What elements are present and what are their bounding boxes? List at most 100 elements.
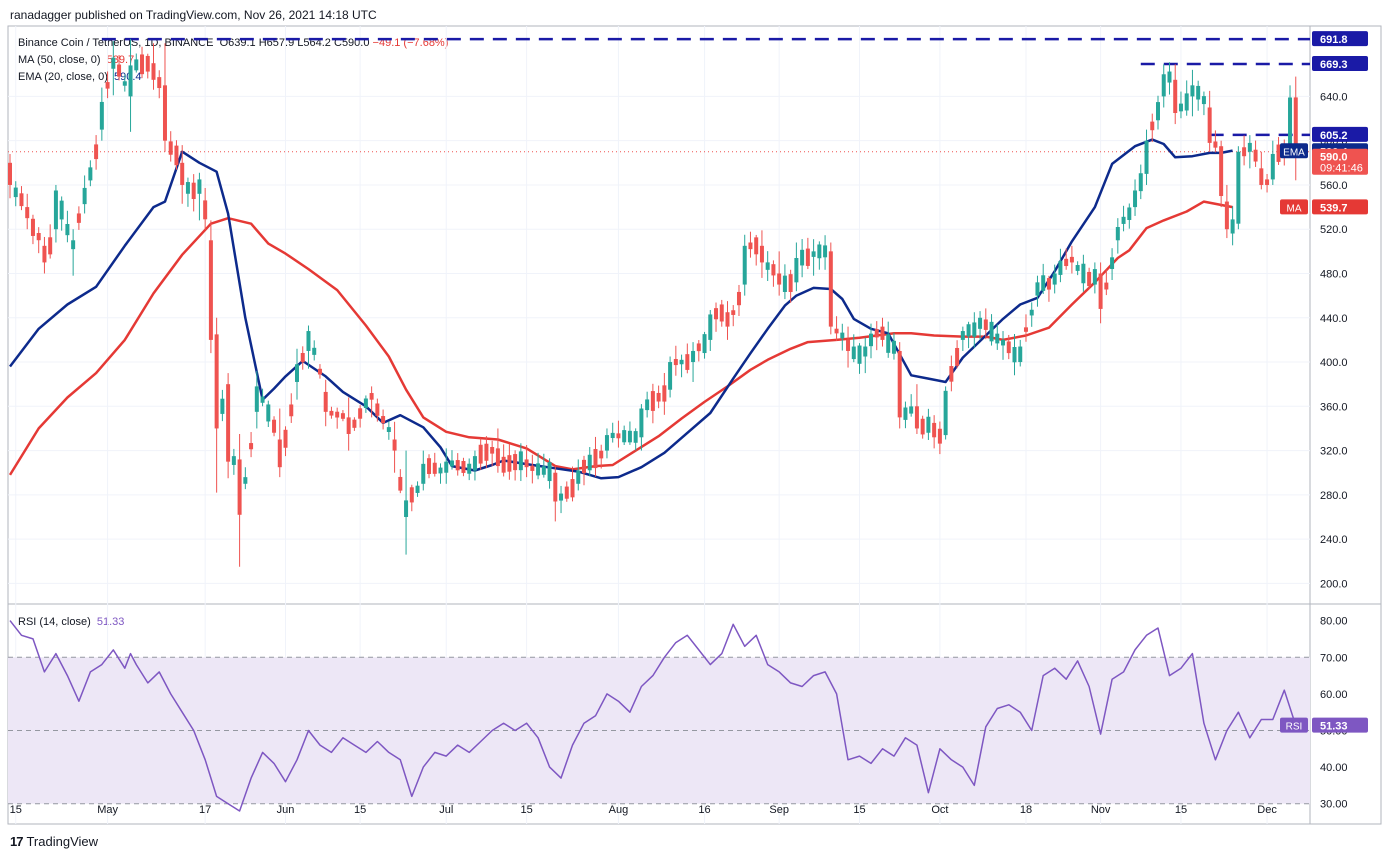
candle-body <box>65 224 70 236</box>
price-tick-label: 560.0 <box>1320 180 1348 192</box>
candle-body <box>94 144 99 160</box>
candle <box>162 43 167 152</box>
candle <box>604 428 609 459</box>
candle-body <box>1023 327 1028 332</box>
candle-body <box>576 470 581 484</box>
rsi-tick-label: 40.00 <box>1320 762 1348 774</box>
candle-body <box>1242 147 1247 157</box>
candle <box>117 55 122 81</box>
candle-body <box>1121 216 1126 224</box>
candle-body <box>955 347 960 366</box>
ema-legend[interactable]: EMA (20, close, 0) 590.4 <box>18 71 142 83</box>
candle-body <box>122 81 127 86</box>
candle-body <box>949 366 954 382</box>
candle <box>501 444 506 477</box>
candle <box>731 305 736 327</box>
candle <box>1224 184 1229 239</box>
candle <box>1270 140 1275 185</box>
candle-body <box>616 433 621 439</box>
candle <box>1190 69 1195 117</box>
series-tag-text: MA <box>1287 203 1302 214</box>
tradingview-logo[interactable]: 17 TradingView <box>10 834 98 849</box>
candle <box>317 364 322 379</box>
candle-body <box>82 187 87 205</box>
candle-body <box>874 329 879 338</box>
x-tick-label: Nov <box>1091 804 1111 816</box>
candle <box>1230 206 1235 246</box>
candle <box>48 224 53 259</box>
candle <box>289 393 294 423</box>
candle <box>490 440 495 467</box>
x-tick-label: 15 <box>1175 804 1187 816</box>
candle <box>455 453 460 476</box>
candle <box>1173 64 1178 125</box>
candle-body <box>903 407 908 420</box>
candle-body <box>162 85 167 141</box>
candle <box>340 410 345 422</box>
candle-body <box>823 245 828 258</box>
candle <box>105 71 110 99</box>
candle-body <box>1110 257 1115 270</box>
candle-body <box>702 334 707 354</box>
candle <box>559 485 564 514</box>
price-tick-label: 360.0 <box>1320 401 1348 413</box>
rsi-tick-label: 80.00 <box>1320 616 1348 628</box>
candle <box>203 188 208 231</box>
candle-body <box>869 333 873 347</box>
candle-body <box>599 450 604 459</box>
candle <box>857 343 862 374</box>
candle-body <box>731 310 736 315</box>
candle-body <box>157 77 162 89</box>
candle-body <box>1265 179 1270 185</box>
candle <box>932 415 937 449</box>
candle-body <box>834 328 839 334</box>
candle <box>719 299 724 327</box>
candle <box>111 41 116 96</box>
candle <box>582 455 586 486</box>
candle-body <box>1104 282 1109 290</box>
candle-body <box>260 396 265 403</box>
candle <box>1006 334 1011 360</box>
candle <box>1035 275 1040 307</box>
candle-body <box>736 291 741 306</box>
candle <box>668 356 673 398</box>
price-tick-label: 240.0 <box>1320 534 1348 546</box>
candle <box>1207 90 1212 152</box>
candle-body <box>323 391 328 412</box>
candle-body <box>507 455 512 472</box>
rsi-legend-value: 51.33 <box>96 616 125 628</box>
candle-body <box>180 162 185 185</box>
candle-body <box>1293 97 1298 152</box>
candle-body <box>1259 168 1264 185</box>
candle <box>214 317 219 493</box>
candle-body <box>185 182 190 194</box>
candle-body <box>920 418 925 435</box>
candle-body <box>725 312 730 327</box>
rsi-tick-label: 60.00 <box>1320 689 1348 701</box>
candle-body <box>358 408 363 419</box>
candle <box>444 448 449 484</box>
candle-body <box>467 463 472 474</box>
candle-body <box>381 416 386 424</box>
tradingview-brand: TradingView <box>26 834 99 849</box>
candle <box>524 445 529 478</box>
candle <box>679 354 684 378</box>
candle <box>82 175 87 214</box>
candle <box>358 405 363 428</box>
candle <box>1253 140 1258 167</box>
candle <box>36 227 41 254</box>
candle-body <box>71 240 76 250</box>
ma-label: MA (50, close, 0) <box>18 54 101 66</box>
candle-body <box>679 359 684 365</box>
candle-body <box>1230 219 1235 234</box>
candle-body <box>484 443 489 461</box>
rsi-legend[interactable]: RSI (14, close) 51.33 <box>18 616 124 628</box>
candle-body <box>1219 146 1224 197</box>
candle <box>472 450 477 481</box>
candle <box>639 404 644 451</box>
candle-body <box>1098 273 1103 309</box>
price-label-text: 605.2 <box>1320 130 1348 142</box>
candle <box>461 457 466 477</box>
candle <box>1023 314 1028 342</box>
